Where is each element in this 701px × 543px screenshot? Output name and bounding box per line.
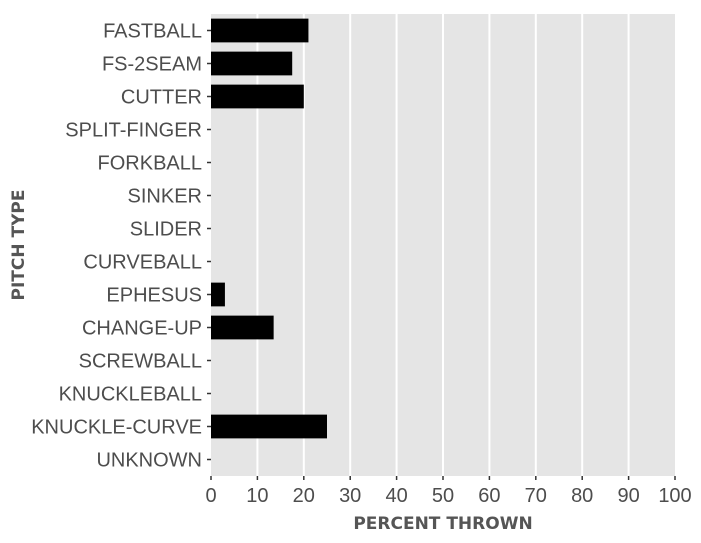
- x-axis-ticks: 0 10 20 30 40 50 60 70 80 90 100: [205, 476, 692, 507]
- bar-change-up: [211, 315, 274, 340]
- y-tick-label: KNUCKLE-CURVE: [31, 417, 202, 439]
- x-tick-label: 50: [432, 485, 454, 507]
- bar-ephesus: [211, 282, 225, 307]
- x-tick-label: 60: [478, 485, 500, 507]
- x-tick-label: 80: [571, 485, 593, 507]
- x-tick-label: 70: [525, 485, 547, 507]
- x-tick-label: 10: [246, 485, 268, 507]
- y-axis-ticks: FASTBALL FS-2SEAM CUTTER SPLIT-FINGER FORKBA…: [31, 21, 211, 472]
- y-tick-label: FASTBALL: [103, 21, 202, 43]
- x-tick-label: 20: [293, 485, 315, 507]
- y-tick-label: FORKBALL: [98, 153, 202, 175]
- y-tick-label: SPLIT-FINGER: [65, 120, 202, 142]
- bar-fastball: [211, 18, 309, 43]
- y-tick-label: EPHESUS: [106, 285, 202, 307]
- y-tick-label: UNKNOWN: [96, 450, 202, 472]
- y-tick-label: KNUCKLEBALL: [59, 384, 202, 406]
- y-tick-label: FS-2SEAM: [102, 54, 202, 76]
- y-tick-label: SCREWBALL: [79, 351, 202, 373]
- x-tick-label: 90: [617, 485, 639, 507]
- bars: [211, 18, 327, 439]
- y-axis-title: PITCH TYPE: [9, 190, 29, 301]
- y-tick-label: SLIDER: [130, 219, 202, 241]
- y-tick-label: CUTTER: [121, 87, 202, 109]
- x-tick-label: 100: [658, 485, 691, 507]
- x-tick-label: 0: [205, 485, 216, 507]
- x-tick-label: 30: [339, 485, 361, 507]
- y-tick-label: CHANGE-UP: [82, 318, 202, 340]
- y-tick-label: SINKER: [128, 186, 202, 208]
- bar-cutter: [211, 84, 304, 109]
- bar-fs-2seam: [211, 51, 293, 76]
- y-tick-label: CURVEBALL: [83, 252, 202, 274]
- bar-knuckle-curve: [211, 414, 327, 439]
- x-tick-label: 40: [385, 485, 407, 507]
- x-axis-title: PERCENT THROWN: [353, 514, 532, 534]
